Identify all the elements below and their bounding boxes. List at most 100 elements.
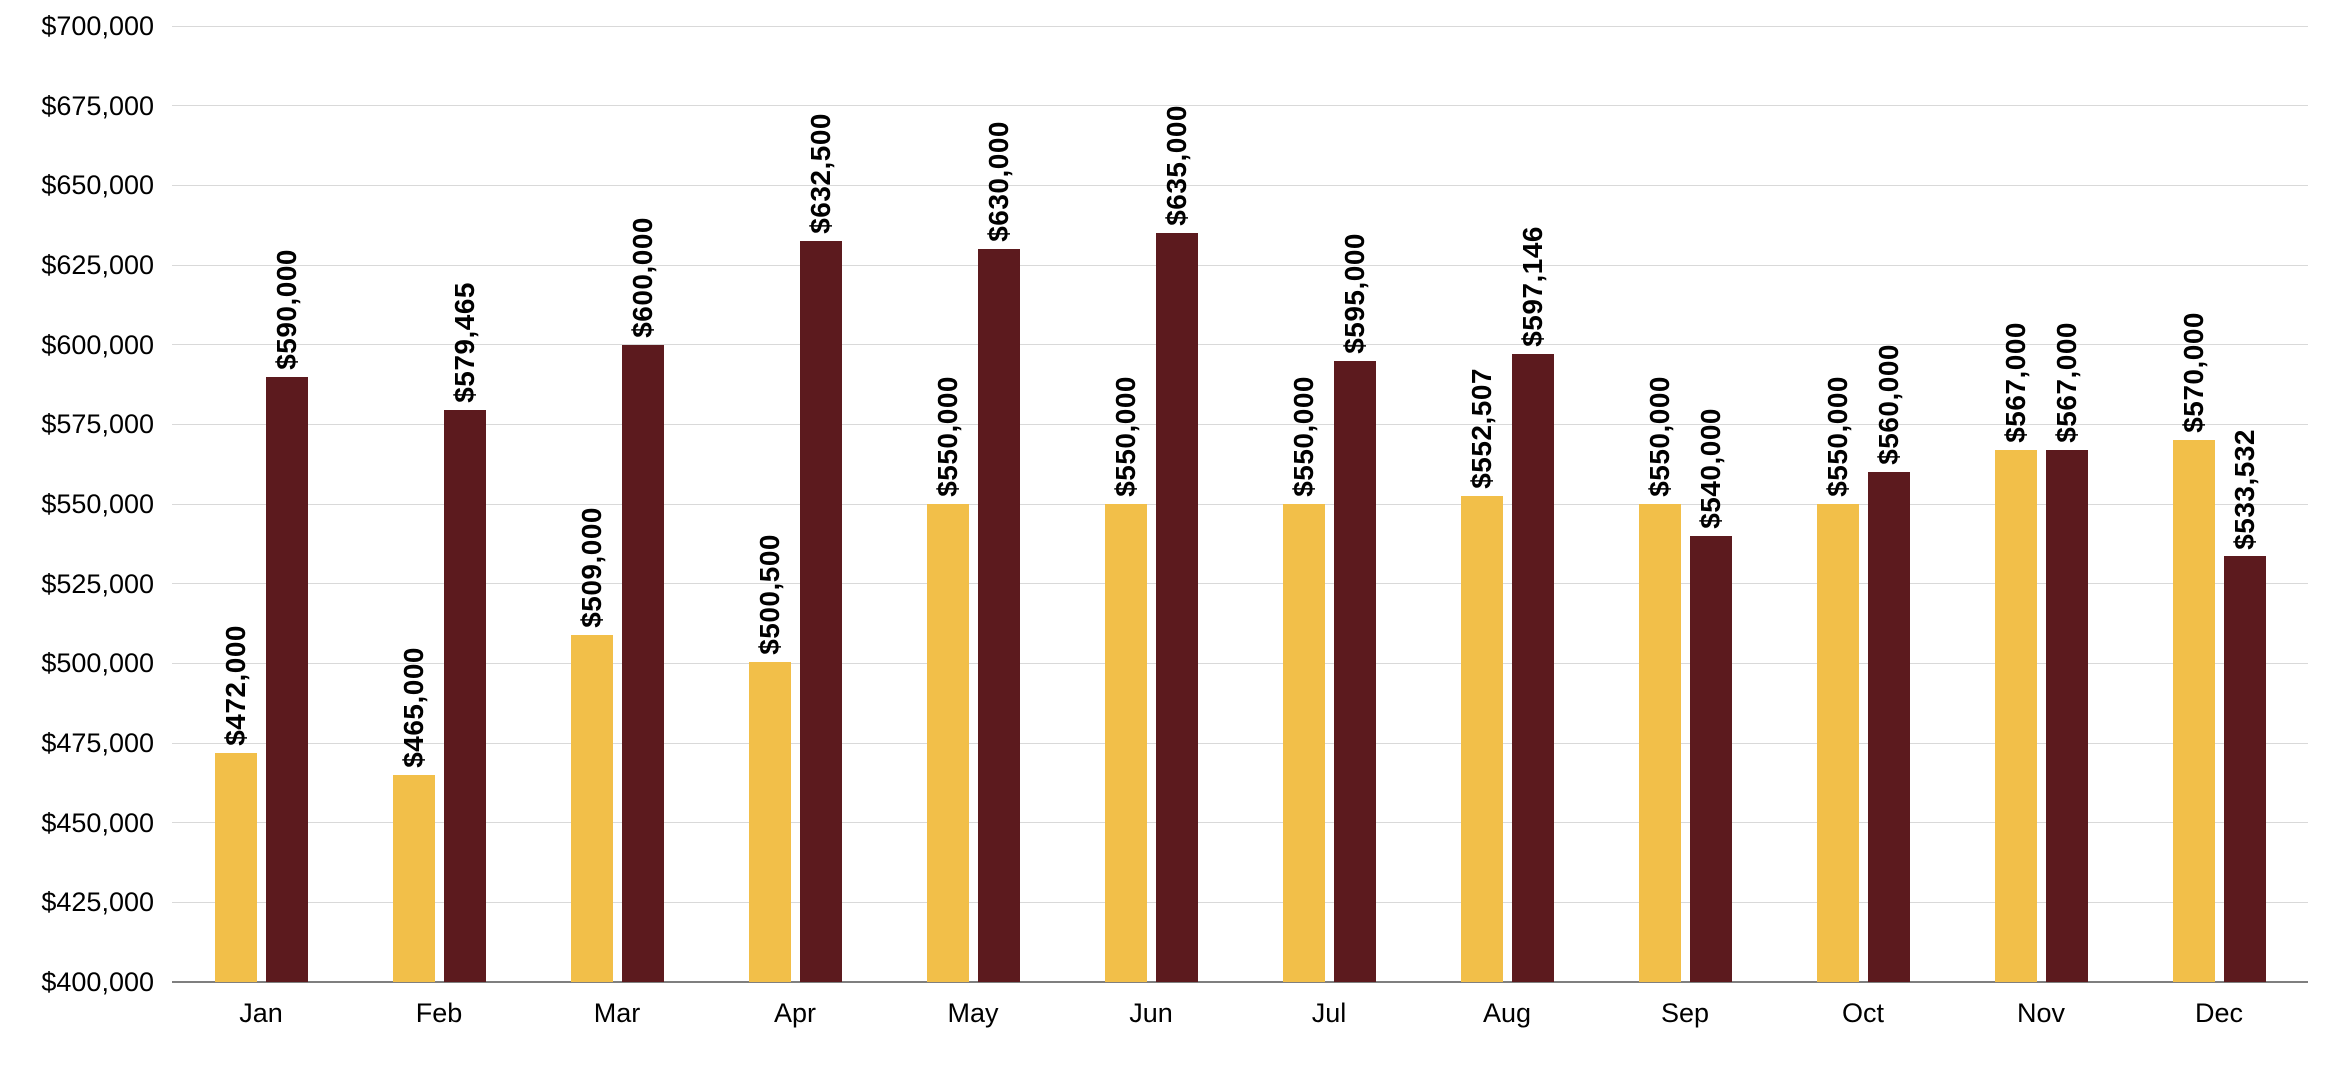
bar-series-1-jun xyxy=(1104,504,1147,982)
gridline xyxy=(172,264,2308,266)
gridline xyxy=(172,503,2308,505)
bar-value-label-wrap: $560,000 xyxy=(1858,344,1920,465)
bar-series-1-jan xyxy=(214,752,257,982)
bar-series-1-jul xyxy=(1282,504,1325,982)
gridline xyxy=(172,344,2308,346)
bar-series-1-mar xyxy=(570,634,613,982)
x-tick-label: Jul xyxy=(1311,998,1347,1028)
y-tick-label: $400,000 xyxy=(41,967,154,997)
bar-value-label: $550,000 xyxy=(1109,376,1141,497)
gridline xyxy=(172,822,2308,824)
gridline xyxy=(172,423,2308,425)
bar-value-label: $635,000 xyxy=(1160,105,1192,227)
bar-series-1-aug xyxy=(1460,496,1503,982)
bar-series-2-jan xyxy=(265,376,308,982)
y-tick-label: $600,000 xyxy=(41,329,154,360)
x-axis-line xyxy=(172,981,2308,983)
bar-value-label: $550,000 xyxy=(1821,376,1853,497)
bar-series-1-apr xyxy=(748,661,791,982)
bar-value-label-wrap: $630,000 xyxy=(968,121,1030,242)
y-tick-label: $675,000 xyxy=(41,90,154,121)
bar-value-label: $595,000 xyxy=(1338,232,1370,354)
bar-series-2-oct xyxy=(1867,472,1910,982)
bar-series-1-may xyxy=(926,504,969,982)
y-tick-label: $525,000 xyxy=(41,568,154,599)
gridline xyxy=(172,662,2308,664)
bar-value-label-wrap: $570,000 xyxy=(2163,312,2225,433)
bar-value-label: $509,000 xyxy=(575,506,607,628)
y-tick-label: $425,000 xyxy=(41,887,154,918)
bar-series-2-feb xyxy=(443,410,486,982)
y-tick-label: $450,000 xyxy=(41,807,154,838)
bar-value-label: $550,000 xyxy=(931,376,963,497)
bar-value-label: $472,000 xyxy=(219,624,251,746)
bar-value-label: $567,000 xyxy=(2050,322,2082,443)
bar-value-label-wrap: $635,000 xyxy=(1146,105,1208,226)
bar-series-2-jul xyxy=(1333,360,1376,982)
y-tick-label: $650,000 xyxy=(41,170,154,201)
gridline xyxy=(172,742,2308,744)
bar-series-1-feb xyxy=(392,774,435,982)
bar-series-2-dec xyxy=(2223,556,2266,982)
y-tick-label: $700,000 xyxy=(41,11,154,41)
bar-value-label: $540,000 xyxy=(1694,408,1726,529)
bar-value-label: $550,000 xyxy=(1643,376,1675,497)
y-tick-label: $500,000 xyxy=(41,648,154,679)
bar-value-label: $560,000 xyxy=(1872,344,1904,466)
x-tick-label: Oct xyxy=(1841,998,1884,1028)
y-tick-label: $475,000 xyxy=(41,728,154,758)
y-tick-label: $575,000 xyxy=(41,409,154,440)
bar-value-label: $570,000 xyxy=(2177,312,2209,434)
bar-value-label: $552,507 xyxy=(1465,368,1497,490)
bar-value-label: $597,146 xyxy=(1516,225,1548,347)
bar-value-label-wrap: $540,000 xyxy=(1680,408,1742,529)
x-tick-label: Mar xyxy=(593,998,641,1028)
bar-value-label-wrap: $595,000 xyxy=(1324,233,1386,354)
bar-value-label-wrap: $632,500 xyxy=(790,113,852,234)
gridline xyxy=(172,901,2308,903)
bar-value-label-wrap: $552,507 xyxy=(1451,368,1513,489)
bar-series-2-jun xyxy=(1155,233,1198,982)
bar-value-label: $579,465 xyxy=(448,282,480,404)
bar-value-label: $590,000 xyxy=(270,248,302,370)
bar-series-2-nov xyxy=(2045,449,2088,982)
bar-series-2-sep xyxy=(1689,535,1732,982)
bar-series-2-aug xyxy=(1511,353,1554,982)
bar-value-label-wrap: $590,000 xyxy=(256,249,318,370)
gridline xyxy=(172,25,2308,27)
bar-value-label-wrap: $600,000 xyxy=(612,217,674,338)
bar-value-label: $567,000 xyxy=(1999,322,2031,443)
bar-series-1-oct xyxy=(1816,504,1859,982)
bar-value-label: $465,000 xyxy=(397,647,429,768)
bar-value-label-wrap: $465,000 xyxy=(383,647,445,768)
y-tick-label: $625,000 xyxy=(41,250,154,280)
x-tick-label: May xyxy=(947,998,999,1028)
bar-value-label: $630,000 xyxy=(982,121,1014,243)
x-tick-label: Aug xyxy=(1482,998,1532,1028)
bar-series-2-mar xyxy=(621,344,664,982)
x-tick-label: Apr xyxy=(773,998,817,1028)
bar-value-label-wrap: $567,000 xyxy=(2036,322,2098,443)
gridline xyxy=(172,184,2308,186)
x-tick-label: Sep xyxy=(1660,998,1710,1028)
x-tick-label: Jan xyxy=(239,998,283,1028)
bar-value-label: $632,500 xyxy=(804,113,836,235)
bar-series-1-sep xyxy=(1638,504,1681,982)
bar-value-label-wrap: $509,000 xyxy=(561,507,623,628)
x-tick-label: Nov xyxy=(2016,998,2065,1028)
bar-series-2-apr xyxy=(799,241,842,982)
bar-value-label-wrap: $579,465 xyxy=(434,282,496,403)
bar-value-label-wrap: $533,532 xyxy=(2214,429,2276,550)
gridline xyxy=(172,105,2308,107)
bar-value-label-wrap: $550,000 xyxy=(917,376,979,497)
bar-series-2-may xyxy=(977,249,1020,982)
x-tick-label: Feb xyxy=(415,998,463,1028)
bar-value-label-wrap: $550,000 xyxy=(1095,376,1157,497)
x-tick-label: Dec xyxy=(2194,998,2243,1028)
bar-value-label-wrap: $597,146 xyxy=(1502,226,1564,347)
bar-value-label-wrap: $472,000 xyxy=(205,625,267,746)
bar-value-label: $500,500 xyxy=(753,533,785,655)
bar-series-1-nov xyxy=(1994,449,2037,982)
bar-value-label: $600,000 xyxy=(626,216,658,338)
